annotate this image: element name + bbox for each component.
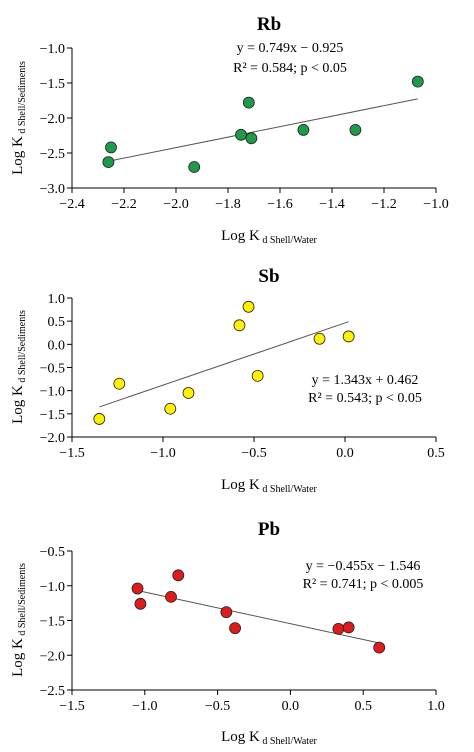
x-tick-label: −1.0 — [423, 197, 448, 212]
data-point — [164, 402, 177, 415]
x-tick-label: −2.2 — [111, 197, 136, 212]
data-point — [105, 141, 117, 154]
data-point — [342, 621, 355, 634]
trendline — [99, 321, 349, 408]
y-tick-label: −2.5 — [40, 684, 65, 699]
data-point — [233, 319, 246, 332]
data-point — [165, 590, 177, 603]
data-point — [313, 332, 326, 345]
x-tick-label: 0.0 — [336, 446, 354, 461]
x-tick-label: −1.2 — [371, 197, 396, 212]
x-tick-label: −2.4 — [59, 197, 84, 212]
y-tick-label: 1.0 — [48, 292, 66, 307]
data-point — [134, 597, 147, 610]
y-axis-label: Log K d Shell/Sediments — [10, 563, 28, 677]
y-tick-label: −2.5 — [40, 147, 65, 162]
data-point — [172, 569, 185, 582]
y-tick-label: 0.5 — [48, 315, 66, 330]
x-axis-label-subscript: d Shell/Water — [260, 736, 318, 747]
y-axis-label-subscript: d Shell/Sediments — [17, 310, 28, 385]
y-tick-label: −1.0 — [40, 42, 65, 57]
x-tick-label: −1.8 — [215, 197, 240, 212]
x-axis-label-subscript: d Shell/Water — [260, 484, 318, 495]
data-point — [188, 161, 201, 173]
data-point — [342, 330, 355, 343]
data-point — [373, 641, 386, 654]
y-axis-label-subscript: d Shell/Sediments — [17, 563, 28, 638]
data-point — [242, 300, 255, 313]
x-tick-label: 0.0 — [282, 699, 300, 714]
data-point — [235, 128, 247, 141]
y-tick-label: 0.0 — [48, 338, 66, 353]
x-tick-label: −1.5 — [59, 446, 84, 461]
data-point — [242, 96, 255, 109]
x-tick-label: −0.5 — [205, 699, 230, 714]
data-point — [220, 606, 233, 619]
y-tick-label: −1.0 — [40, 580, 65, 595]
data-point — [93, 413, 106, 425]
y-axis-label-subscript: d Shell/Sediments — [17, 61, 28, 136]
x-tick-label: −1.4 — [319, 197, 344, 212]
x-tick-label: 0.5 — [354, 699, 372, 714]
x-axis-label: Log K d Shell/Water — [221, 477, 317, 495]
y-tick-label: −0.5 — [40, 545, 65, 560]
y-tick-label: −1.5 — [40, 615, 65, 630]
x-tick-label: 1.0 — [427, 699, 445, 714]
data-point — [245, 132, 258, 145]
data-point — [229, 622, 241, 635]
sb-chart: Sb−2.0−1.5−1.0−0.50.00.51.0−1.5 −1.0 −0.5 0… — [10, 266, 445, 495]
y-tick-label: −1.5 — [40, 77, 65, 92]
y-tick-label: −2.0 — [40, 649, 65, 664]
x-tick-label: −1.5 — [59, 699, 84, 714]
regression-equation: y = 1.343x + 0.462 — [312, 373, 419, 388]
x-tick-label: −1.6 — [267, 197, 292, 212]
y-tick-label: −0.5 — [40, 362, 65, 377]
data-point — [102, 156, 115, 169]
x-tick-label: 0.5 — [427, 446, 445, 461]
data-point — [411, 75, 424, 88]
x-axis-label-subscript: d Shell/Water — [260, 235, 318, 246]
regression-equation: y = −0.455x − 1.546 — [306, 559, 421, 574]
regression-equation: y = 0.749x − 0.925 — [237, 41, 344, 56]
y-tick-label: −2.0 — [40, 431, 65, 446]
rb-chart: Rb −3.0 −2.5 −2.0 −1.5 −1.0 −2.4 −2.2 −2.0 −1.8 −1… — [10, 14, 449, 246]
y-tick-label: −2.0 — [40, 112, 65, 127]
chart-title: Pb — [258, 519, 280, 540]
trendline — [108, 98, 418, 162]
data-point — [131, 582, 144, 595]
x-tick-label: −2.0 — [163, 197, 188, 212]
x-tick-label: −0.5 — [241, 446, 266, 461]
data-point — [182, 387, 195, 399]
x-axis-label: Log K d Shell/Water — [221, 729, 317, 747]
pb-chart: Pb −2.5 −2.0 −1.5 −1.0 −0.5 −1.5 −1.0 −0.5 0.0 0.5… — [10, 519, 445, 747]
y-tick-label: −1.0 — [40, 385, 65, 400]
data-point — [332, 622, 345, 635]
regression-stats: R² = 0.741; p < 0.005 — [303, 577, 424, 592]
y-axis-label: Log K d Shell/Sediments — [10, 61, 28, 175]
data-point — [297, 123, 310, 136]
x-axis-label: Log K d Shell/Water — [221, 228, 317, 246]
regression-stats: R² = 0.543; p < 0.05 — [308, 391, 422, 406]
data-point — [349, 123, 362, 136]
data-point — [251, 369, 264, 382]
chart-title: Sb — [258, 266, 279, 287]
data-point — [113, 377, 126, 390]
y-axis-label: Log K d Shell/Sediments — [10, 310, 28, 424]
regression-stats: R² = 0.584; p < 0.05 — [233, 61, 347, 76]
y-tick-label: −3.0 — [40, 182, 65, 197]
x-tick-label: −1.0 — [150, 446, 175, 461]
chart-title: Rb — [257, 14, 281, 35]
y-tick-label: −1.5 — [40, 408, 65, 423]
x-tick-label: −1.0 — [132, 699, 157, 714]
